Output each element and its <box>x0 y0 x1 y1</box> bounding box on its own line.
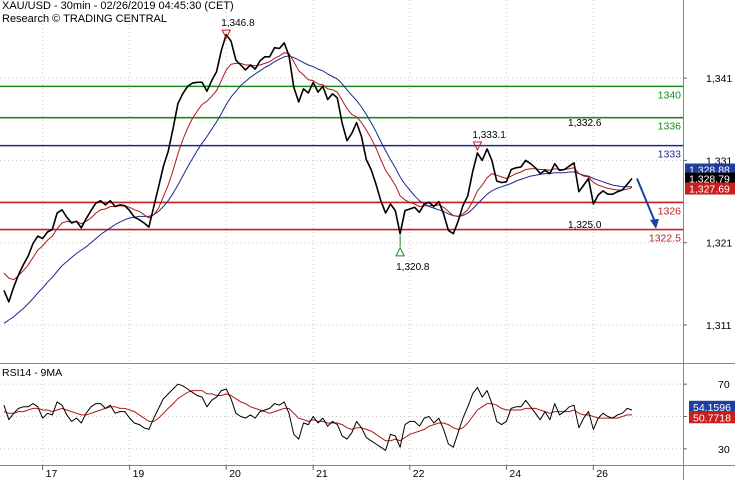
x-tick-label: 24 <box>509 468 521 480</box>
low-marker <box>395 246 405 257</box>
ma-blue-line <box>3 55 632 324</box>
high-marker <box>472 141 483 152</box>
rsi-value-tag-label: 50.7718 <box>693 412 731 424</box>
rsi-line <box>3 383 633 451</box>
x-tick-label: 21 <box>316 468 328 480</box>
annotation-label: 1,333.1 <box>472 130 506 141</box>
price-series <box>3 33 633 324</box>
y-tick-label: 1,341 <box>706 73 732 85</box>
x-tick-label: 22 <box>413 468 425 480</box>
annotation-label: 1,346.8 <box>221 18 255 29</box>
annotations: 1,346.8 1,320.8 1,333.1 1,332.6 1,325.0 <box>221 18 659 273</box>
level-label: 1322.5 <box>649 233 681 245</box>
axis-labels: 17 19 20 21 22 24 261,3111,3211,3311,3411,328.… <box>42 73 735 480</box>
ma-red-line <box>3 52 633 281</box>
key-levels: 1340 1336 1333 1326 1322.5 <box>0 85 683 245</box>
chart-title: XAU/USD - 30min - 02/26/2019 04:45:30 (C… <box>2 0 234 12</box>
rsi-value-tag <box>689 411 735 424</box>
price-line <box>3 33 633 303</box>
x-tick-label: 19 <box>133 468 145 480</box>
x-tick-label: 26 <box>596 468 608 480</box>
rsi-panel <box>0 383 683 451</box>
rsi-y-tick-label: 30 <box>718 444 730 456</box>
chart-header: XAU/USD - 30min - 02/26/2019 04:45:30 (C… <box>2 0 234 26</box>
chart-grid <box>0 0 683 465</box>
rsi-y-tick-label: 70 <box>718 379 730 391</box>
forecast-arrow-head <box>650 218 659 229</box>
x-tick-label: 17 <box>46 468 58 480</box>
x-tick-label: 20 <box>229 468 241 480</box>
level-label: 1340 <box>658 89 682 101</box>
annotation-label: 1,325.0 <box>568 220 602 231</box>
level-label: 1326 <box>658 205 682 217</box>
rsi-value-tag-label: 54.1596 <box>693 402 731 414</box>
rsi-value-tag <box>689 400 735 413</box>
level-label: 1333 <box>658 149 682 161</box>
annotation-label: 1,332.6 <box>568 118 602 129</box>
price-tag <box>685 172 735 185</box>
high-marker <box>221 29 232 40</box>
level-label: 1336 <box>658 121 682 133</box>
price-tag-label: 1,327.69 <box>689 184 730 196</box>
forecast-arrow-shaft <box>636 178 656 223</box>
y-tick-label: 1,321 <box>706 238 732 250</box>
price-tag <box>685 182 735 195</box>
y-tick-label: 1,311 <box>706 320 732 332</box>
chart-source: Research © TRADING CENTRAL <box>2 13 167 25</box>
rsi-panel-title: RSI14 - 9MA <box>2 367 63 379</box>
rsi-ma-line <box>3 390 632 442</box>
annotation-label: 1,320.8 <box>396 262 430 273</box>
